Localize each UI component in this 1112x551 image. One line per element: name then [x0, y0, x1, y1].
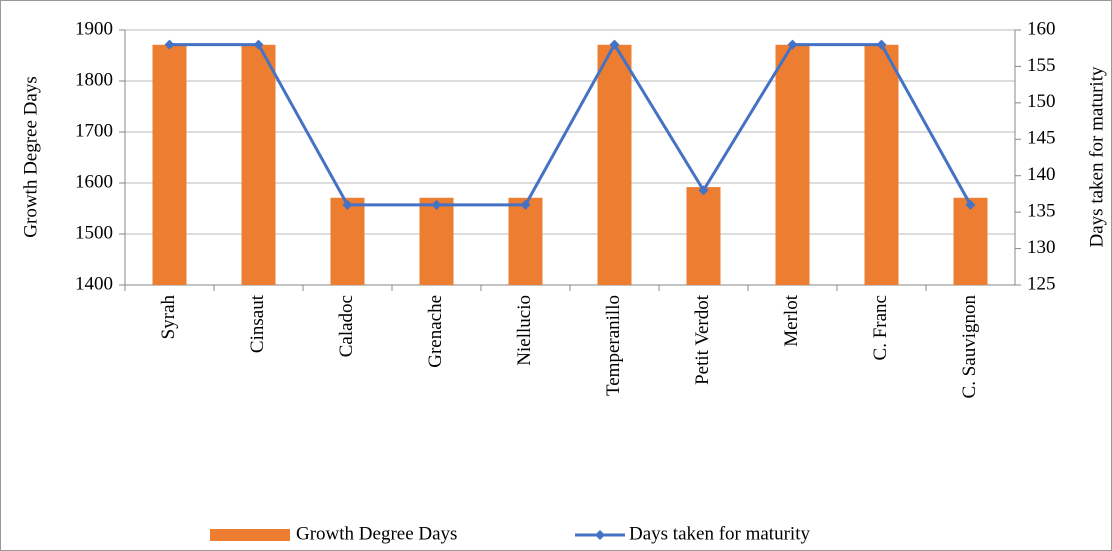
bar — [775, 44, 810, 285]
y-tick-label: 1500 — [75, 222, 113, 243]
x-tick-label: Syrah — [158, 295, 179, 340]
legend-label: Days taken for maturity — [629, 523, 810, 544]
marker — [164, 39, 175, 50]
marker — [431, 199, 442, 210]
marker — [787, 39, 798, 50]
y-axis-title: Growth Degree Days — [20, 76, 41, 237]
y-tick-label: 1900 — [75, 18, 113, 39]
legend-label: Growth Degree Days — [296, 523, 457, 544]
y2-tick-label: 130 — [1027, 237, 1056, 258]
bar — [686, 187, 721, 285]
marker — [698, 185, 709, 196]
x-tick-label: C. Sauvignon — [959, 295, 980, 399]
marker — [253, 39, 264, 50]
x-tick-label: Grenache — [425, 295, 446, 368]
y2-tick-label: 155 — [1027, 55, 1056, 76]
y2-tick-label: 125 — [1027, 273, 1056, 294]
marker — [876, 39, 887, 50]
marker — [965, 199, 976, 210]
x-tick-label: Petit Verdot — [692, 294, 713, 385]
legend-swatch — [210, 529, 290, 541]
y2-axis-title: Days taken for maturity — [1086, 66, 1107, 247]
bar — [241, 44, 276, 285]
y2-tick-label: 150 — [1027, 91, 1056, 112]
marker — [520, 199, 531, 210]
y-tick-label: 1600 — [75, 171, 113, 192]
y-tick-label: 1700 — [75, 120, 113, 141]
y2-tick-label: 145 — [1027, 128, 1056, 149]
y2-tick-label: 135 — [1027, 201, 1056, 222]
marker — [609, 39, 620, 50]
bar — [419, 197, 454, 285]
x-tick-label: C. Franc — [870, 295, 891, 360]
y2-tick-label: 160 — [1027, 18, 1056, 39]
bar — [330, 197, 365, 285]
bar — [864, 44, 899, 285]
bar — [597, 44, 632, 285]
x-tick-label: Cinsaut — [247, 294, 268, 353]
x-tick-label: Caladoc — [336, 295, 357, 357]
marker — [342, 199, 353, 210]
line — [169, 41, 972, 207]
legend-marker — [595, 530, 605, 540]
x-tick-label: Niellucio — [514, 295, 535, 366]
x-tick-label: Temperanillo — [603, 295, 624, 396]
y2-tick-label: 140 — [1027, 164, 1056, 185]
y-tick-label: 1400 — [75, 273, 113, 294]
y-tick-label: 1800 — [75, 69, 113, 90]
bar — [508, 197, 543, 285]
bar — [152, 44, 187, 285]
x-tick-label: Merlot — [781, 294, 802, 346]
bar — [953, 197, 988, 285]
